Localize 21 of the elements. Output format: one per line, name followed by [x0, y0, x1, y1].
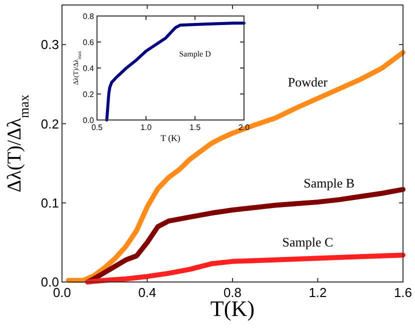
y-tick-label: 0.2 [82, 90, 95, 99]
y-tick-label: 0.1 [40, 195, 59, 210]
x-tick-label: 0.5 [91, 123, 104, 132]
x-tick-label: 1.2 [308, 285, 327, 300]
y-tick-label: 0.3 [40, 37, 59, 52]
series-label: Powder [288, 74, 328, 90]
y-tick-label: 0.4 [82, 64, 95, 73]
line-series [105, 22, 246, 122]
y-tick-label: 0.2 [40, 116, 59, 132]
x-tick-label: 0.8 [223, 285, 242, 300]
x-tick-label: 0.4 [138, 285, 156, 300]
series-label: Sample C [282, 234, 334, 250]
x-tick-label: 1.0 [140, 123, 152, 132]
y-tick-label: 0.8 [82, 12, 95, 21]
text: Sample D [179, 49, 212, 58]
y-tick-label: 0.6 [82, 38, 95, 47]
y-tick-label: 0.0 [82, 116, 95, 125]
x-tick-label: 1.6 [394, 285, 412, 300]
x-tick-label: 1.5 [189, 123, 202, 132]
x-axis-title: T (K) [160, 132, 180, 143]
series-label: Sample B [304, 176, 355, 191]
